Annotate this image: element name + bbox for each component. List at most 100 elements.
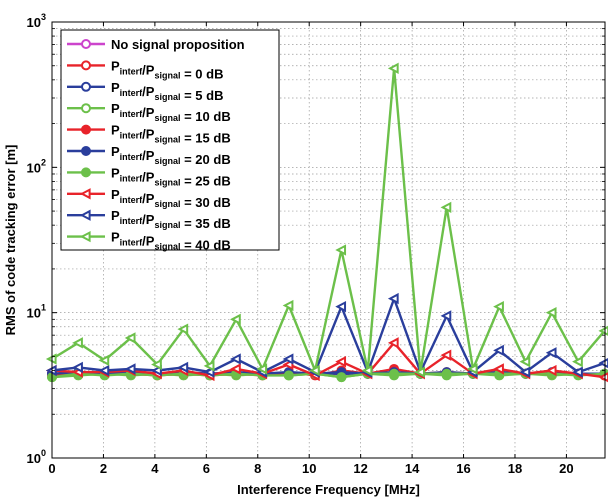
data-point <box>519 366 531 378</box>
y-axis-label: RMS of code tracking error [m] <box>3 145 18 336</box>
data-point <box>282 353 294 365</box>
legend-entry: Pinterf/Psignal = 25 dB <box>67 165 231 188</box>
legend: No signal proposition Pinterf/Psignal = 0… <box>60 29 280 253</box>
x-tick-label: 0 <box>48 461 55 476</box>
data-point <box>545 347 557 359</box>
data-point <box>545 364 557 377</box>
data-point <box>440 201 452 214</box>
data-point <box>79 188 91 200</box>
x-axis-label: Interference Frequency [MHz] <box>237 482 420 497</box>
data-point <box>124 363 136 375</box>
legend-entry: Pinterf/Psignal = 15 dB <box>67 123 231 146</box>
legend-label: Pinterf/Psignal = 30 dB <box>111 187 231 210</box>
legend-label: Pinterf/Psignal = 0 dB <box>111 58 223 81</box>
data-point <box>440 349 452 361</box>
legend-entry: Pinterf/Psignal = 0 dB <box>67 58 223 81</box>
data-point <box>387 62 399 74</box>
data-point <box>124 332 136 344</box>
data-point <box>335 244 347 256</box>
data-point <box>98 354 110 366</box>
data-point <box>572 356 583 368</box>
data-point <box>598 358 608 369</box>
data-point <box>177 361 189 374</box>
data-point <box>151 358 162 371</box>
x-tick-label: 6 <box>203 461 210 476</box>
data-point <box>361 364 373 377</box>
x-tick-label: 12 <box>353 461 367 476</box>
legend-box <box>60 29 280 251</box>
legend-label: Pinterf/Psignal = 20 dB <box>111 144 231 167</box>
legend-entry: Pinterf/Psignal = 35 dB <box>67 208 231 231</box>
data-point <box>572 366 583 378</box>
data-point <box>256 363 268 375</box>
series-line <box>51 67 606 374</box>
data-point <box>81 167 91 178</box>
data-point <box>81 81 91 92</box>
legend-entry: No signal proposition <box>67 37 245 52</box>
x-tick-label: 4 <box>151 461 159 476</box>
data-point <box>441 368 452 379</box>
series-line <box>51 341 605 379</box>
data-point <box>81 146 91 156</box>
series-line <box>51 297 605 374</box>
data-point <box>440 310 452 322</box>
data-point <box>72 361 83 374</box>
data-point <box>81 60 91 71</box>
series <box>45 62 608 378</box>
data-point <box>493 344 504 357</box>
data-point <box>79 209 91 221</box>
data-point <box>336 372 347 383</box>
x-tick-label: 20 <box>559 461 573 476</box>
data-point <box>545 307 557 319</box>
x-tick-label: 16 <box>456 461 470 476</box>
data-point <box>230 313 241 325</box>
data-point <box>79 230 91 243</box>
data-point <box>387 292 399 305</box>
data-point <box>414 366 425 378</box>
x-tick-label: 8 <box>254 461 261 476</box>
x-tick-label: 10 <box>302 461 316 476</box>
data-point <box>519 356 531 368</box>
series-layer <box>45 62 608 383</box>
data-point <box>203 366 215 378</box>
legend-entry: Pinterf/Psignal = 20 dB <box>67 144 231 167</box>
data-point <box>308 364 320 377</box>
series-line <box>51 372 605 379</box>
y-tick-label: 100 <box>27 448 46 466</box>
data-point <box>81 103 91 114</box>
legend-label: Pinterf/Psignal = 35 dB <box>111 208 231 231</box>
data-point <box>493 300 504 313</box>
data-point <box>81 39 91 49</box>
data-point <box>389 368 400 379</box>
legend-entry: Pinterf/Psignal = 10 dB <box>67 101 231 124</box>
data-point <box>282 299 294 312</box>
data-point <box>177 323 189 335</box>
x-tick-label: 14 <box>405 461 420 476</box>
x-tick-label: 2 <box>100 461 107 476</box>
plot-frame <box>51 21 606 459</box>
data-point <box>230 353 241 365</box>
x-tick-label: 18 <box>508 461 522 476</box>
data-point <box>466 363 478 375</box>
data-point <box>387 337 399 349</box>
legend-label: Pinterf/Psignal = 15 dB <box>111 123 231 146</box>
data-point <box>72 337 83 349</box>
data-point <box>493 363 504 375</box>
data-point <box>335 300 347 313</box>
y-tick-label: 101 <box>27 303 46 321</box>
legend-label: Pinterf/Psignal = 40 dB <box>111 230 231 253</box>
legend-label: Pinterf/Psignal = 10 dB <box>111 101 231 124</box>
legend-entry: Pinterf/Psignal = 30 dB <box>67 187 231 210</box>
legend-label: Pinterf/Psignal = 25 dB <box>111 165 231 188</box>
data-point <box>203 360 215 372</box>
y-tick-label: 103 <box>27 12 46 30</box>
data-point <box>335 356 347 368</box>
data-point <box>598 325 608 336</box>
data-point <box>81 124 91 135</box>
data-point <box>283 370 294 381</box>
legend-label: No signal proposition <box>111 37 245 52</box>
ticks: 0 2 4 6 8 10 12 14 16 18 20 100 101 102 103 <box>27 12 605 476</box>
data-point <box>98 364 110 377</box>
y-tick-label: 102 <box>27 157 46 175</box>
